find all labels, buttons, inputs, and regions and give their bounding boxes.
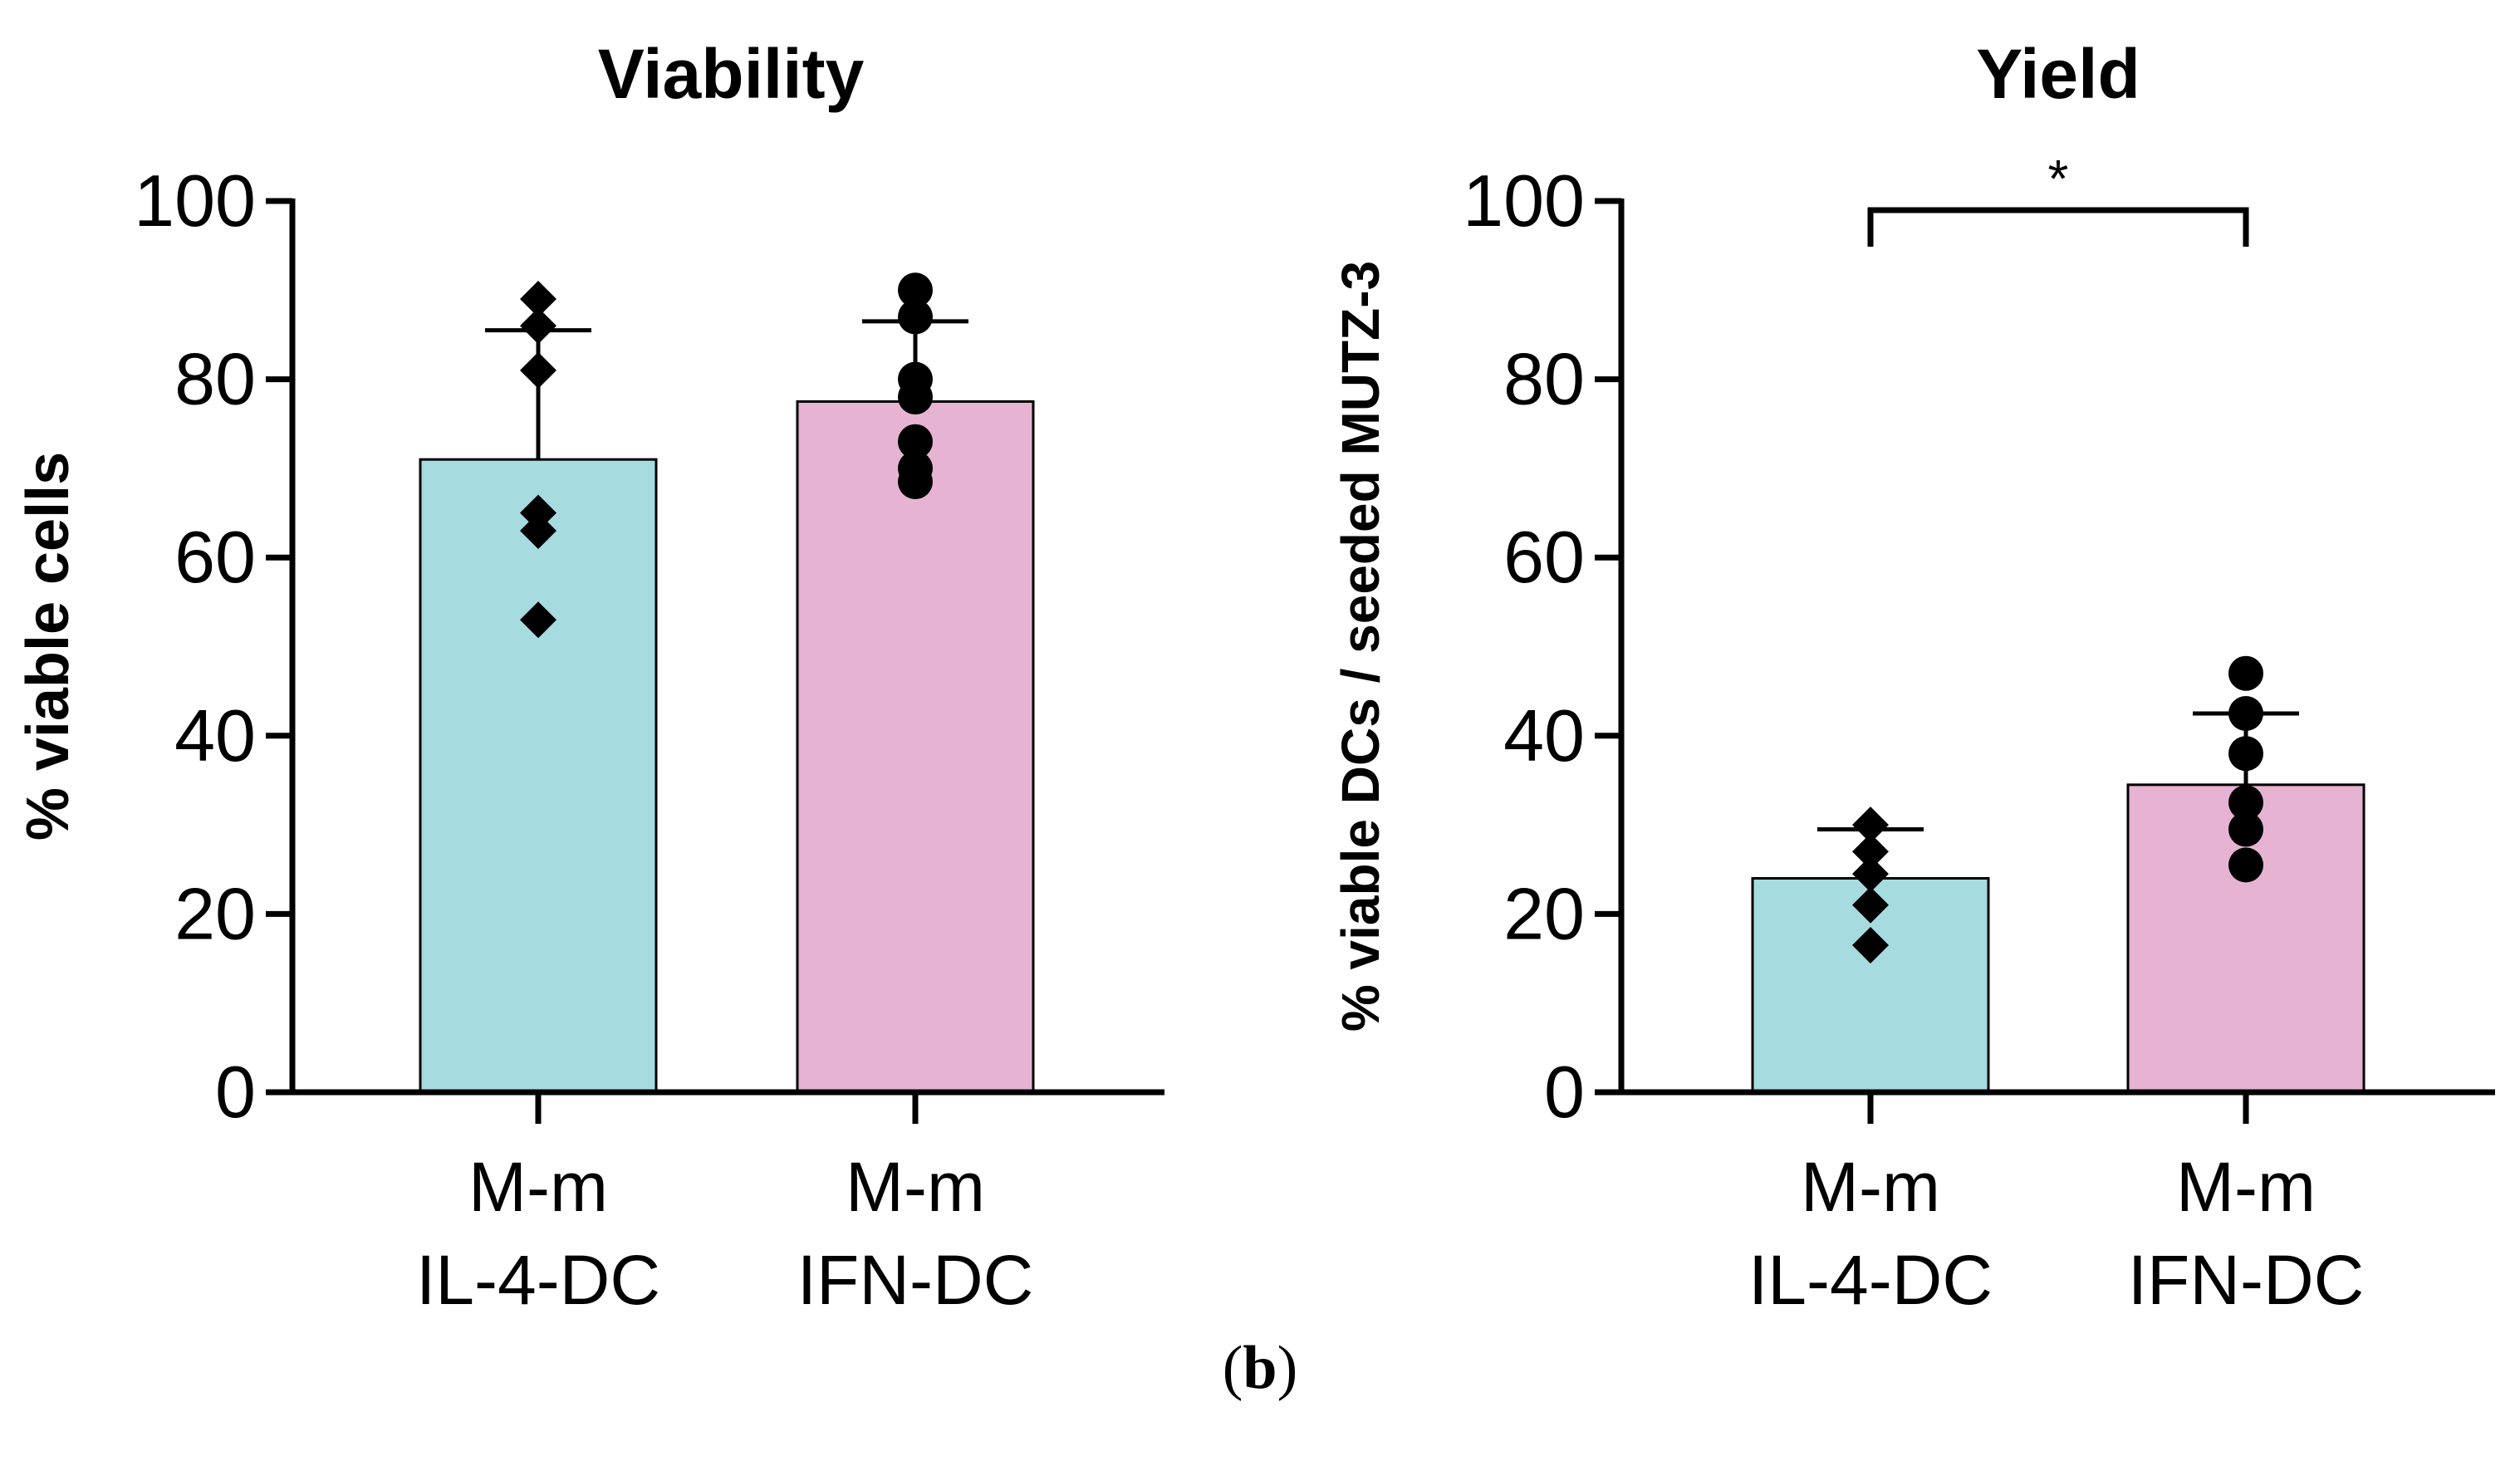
significance-label: * bbox=[2048, 149, 2069, 208]
y-tick-label: 40 bbox=[1503, 694, 1585, 777]
data-point-circle bbox=[2228, 695, 2263, 731]
data-point-diamond bbox=[520, 601, 556, 639]
y-tick-label: 100 bbox=[134, 159, 256, 242]
data-point-circle bbox=[898, 424, 933, 459]
y-axis-label: % viable cells bbox=[15, 452, 81, 841]
y-axis-label: % viable DCs / seeded MUTZ-3 bbox=[1331, 261, 1390, 1032]
data-point-diamond bbox=[1852, 856, 1889, 893]
panel-label-letter: b bbox=[1243, 1334, 1277, 1402]
x-tick-label-line2: IL-4-DC bbox=[1748, 1241, 1993, 1319]
x-tick-label-line2: IFN-DC bbox=[797, 1241, 1034, 1319]
data-point-diamond bbox=[520, 512, 556, 550]
y-tick-label: 60 bbox=[1503, 516, 1585, 598]
y-tick-label: 40 bbox=[174, 694, 256, 777]
data-point-circle bbox=[2228, 785, 2263, 821]
data-point-circle bbox=[2228, 811, 2263, 847]
y-tick-label: 0 bbox=[1544, 1051, 1585, 1133]
y-tick-label: 20 bbox=[174, 872, 256, 954]
x-tick-label-line2: IFN-DC bbox=[2128, 1241, 2365, 1319]
yield-chart: Yield % viable DCs / seeded MUTZ-3 0 20 40 60… bbox=[1331, 35, 2495, 1319]
significance-bracket bbox=[1867, 207, 2249, 247]
chart-title: Yield bbox=[1976, 35, 2140, 113]
data-point-circle bbox=[898, 463, 933, 499]
data-point-diamond bbox=[520, 307, 556, 345]
y-tick-label: 100 bbox=[1463, 159, 1585, 242]
data-point-circle bbox=[2228, 736, 2263, 772]
data-point-circle bbox=[2228, 655, 2263, 691]
data-point-diamond bbox=[1852, 926, 1889, 963]
chart-title: Viability bbox=[598, 35, 865, 113]
panel-label: (b) bbox=[1222, 1334, 1298, 1402]
data-point-diamond bbox=[1852, 886, 1889, 924]
data-point-circle bbox=[898, 380, 933, 415]
y-tick-label: 0 bbox=[215, 1051, 256, 1133]
y-tick-label: 80 bbox=[1503, 338, 1585, 420]
data-point-diamond bbox=[1852, 807, 1889, 844]
data-point-circle bbox=[898, 272, 933, 308]
x-tick-label-line1: M-m bbox=[2176, 1148, 2316, 1226]
viability-chart: Viability % viable cells 0 20 40 60 80 100 M-m IL… bbox=[15, 35, 1164, 1319]
y-tick-label: 80 bbox=[174, 338, 256, 420]
data-point-diamond bbox=[520, 351, 556, 389]
y-tick-label: 60 bbox=[174, 516, 256, 598]
bar-il4-dc bbox=[419, 458, 658, 1094]
y-tick-label: 20 bbox=[1503, 872, 1585, 954]
data-point-circle bbox=[898, 299, 933, 335]
data-point-diamond bbox=[520, 281, 556, 318]
data-point-circle bbox=[2228, 847, 2263, 883]
bar-ifn-dc bbox=[796, 400, 1035, 1094]
data-point-diamond bbox=[1852, 833, 1889, 870]
x-tick-label-line1: M-m bbox=[1801, 1148, 1940, 1226]
x-tick-label-line1: M-m bbox=[468, 1148, 608, 1226]
x-tick-label-line1: M-m bbox=[846, 1148, 985, 1226]
x-tick-label-line2: IL-4-DC bbox=[416, 1241, 660, 1319]
